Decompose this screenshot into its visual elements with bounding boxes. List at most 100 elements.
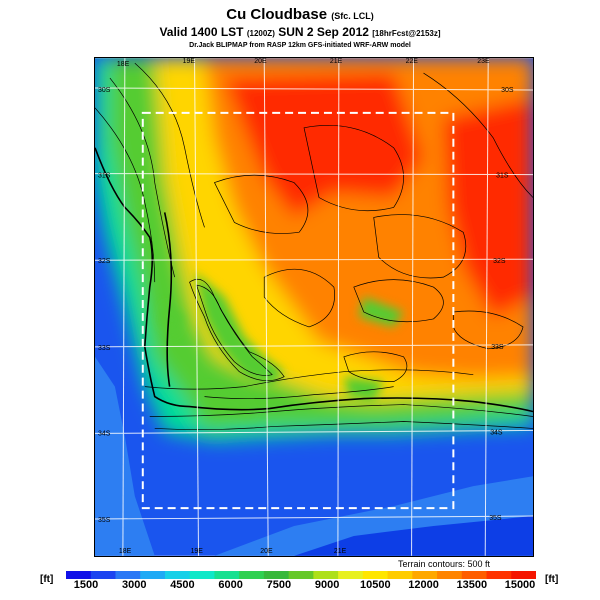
colorbar-label: 3000 (121, 579, 147, 591)
contour-line (95, 107, 156, 283)
meridian (263, 58, 269, 556)
valid-zulu: (1200Z) (246, 29, 275, 38)
meridian (194, 58, 200, 556)
lat-label: 34S (490, 429, 503, 436)
parallel (95, 344, 533, 348)
valid-time: Valid 1400 LST (1200Z) SUN 2 Sep 2012 [1… (0, 25, 600, 41)
lat-label: 34S (98, 430, 111, 437)
colorbar-swatch (115, 571, 141, 579)
lon-label: 21E (334, 548, 347, 555)
parallel (95, 429, 533, 434)
lat-label: 33S (98, 345, 111, 352)
colorbar-label: 10500 (360, 579, 391, 591)
contour-line (196, 284, 273, 376)
contour-line (134, 62, 205, 228)
lon-label: 20E (254, 58, 267, 65)
lat-label: 31S (98, 173, 111, 180)
title-block: Cu Cloudbase (Sfc. LCL) Valid 1400 LST (… (0, 6, 600, 51)
lat-label: 30S (98, 87, 111, 94)
contour-line (373, 214, 467, 279)
lat-label: 30S (501, 87, 514, 94)
lat-labels-left: 30S 31S 32S 33S 34S 35S (98, 87, 111, 524)
coastline-path (95, 147, 533, 413)
contour-line (144, 369, 474, 390)
terrain-contour-note: Terrain contours: 500 ft (398, 559, 491, 569)
land-cloudbase-field (95, 58, 533, 442)
colorbar-swatch (239, 571, 265, 579)
lat-label: 31S (496, 173, 509, 180)
lon-label: 18E (119, 548, 132, 555)
unit-label-left: [ft] (40, 574, 54, 585)
colorbar-swatch (140, 571, 166, 579)
lon-label: 21E (330, 58, 343, 65)
colorbar-label: 1500 (73, 579, 99, 591)
colorbar-swatch (164, 571, 191, 579)
colorbar-label: 4500 (170, 579, 195, 591)
cloudbase-map: 18E 19E 20E 21E 22E 23E 18E 19E 20E 21E … (94, 57, 534, 557)
model-domain-box (141, 111, 455, 510)
colorbar-swatch (263, 571, 290, 579)
colorbar-label: 6000 (218, 579, 243, 591)
colorbar-swatch (313, 571, 339, 579)
coastline (95, 147, 533, 413)
escarpment-line (163, 212, 173, 387)
contour-line (353, 279, 444, 323)
colorbar-label: 12000 (408, 579, 439, 591)
contour-line (423, 72, 533, 198)
meridian (122, 58, 126, 556)
terrain-contours (95, 62, 533, 430)
colorbar-swatch (66, 571, 92, 579)
colorbar-swatch (387, 571, 413, 579)
colorbar-swatch (486, 571, 512, 579)
parallel (95, 258, 533, 261)
parallel (95, 87, 533, 91)
colorbar-swatch (214, 571, 240, 579)
colorbar-swatch (461, 571, 488, 579)
colorbar-swatch (437, 571, 463, 579)
parallel (95, 515, 533, 520)
lat-label: 32S (493, 258, 506, 265)
title-main: Cu Cloudbase (226, 6, 328, 23)
deep-sea (294, 516, 533, 556)
lat-labels-right: 30S 31S 32S 33S 34S 35S (489, 87, 514, 522)
parallel (95, 173, 533, 176)
valid-date: SUN 2 Sep 2012 (278, 25, 369, 39)
lon-label: 23E (477, 58, 490, 65)
title-suffix: (Sfc. LCL) (331, 11, 374, 21)
map-title: Cu Cloudbase (Sfc. LCL) (0, 6, 600, 25)
unit-label-right: [ft] (545, 574, 559, 585)
colorbar-swatch (338, 571, 364, 579)
colorbar-swatch (362, 571, 389, 579)
contour-line (154, 421, 533, 430)
colorbar-label: 15000 (504, 579, 536, 591)
lat-label: 33S (491, 344, 504, 351)
lat-label: 35S (98, 517, 111, 524)
contour-line (204, 386, 394, 399)
lat-label: 32S (98, 258, 111, 265)
valid-prefix: Valid 1400 LST (159, 25, 244, 39)
contour-line (263, 268, 335, 328)
lon-label: 18E (117, 61, 130, 68)
colorbar-label: 9000 (314, 579, 340, 591)
valid-forecast: [18hrFcst@2153z] (372, 29, 441, 38)
lon-label: 20E (260, 548, 273, 555)
meridian (411, 58, 415, 556)
contour-line (109, 77, 175, 278)
credit-line: Dr.Jack BLIPMAP from RASP 12km GFS-initi… (189, 42, 411, 49)
colorbar-swatch (90, 571, 116, 579)
lon-label: 19E (183, 58, 196, 65)
colorbar-swatch (511, 571, 536, 579)
lon-label: 19E (191, 548, 204, 555)
meridian (484, 58, 489, 556)
lon-label: 22E (406, 58, 419, 65)
lat-lon-grid (95, 58, 533, 556)
contour-line (149, 404, 533, 417)
colorbar-swatch (288, 571, 314, 579)
contour-line (453, 310, 524, 350)
colorbar (66, 571, 536, 579)
contour-line (213, 174, 309, 234)
colorbar-swatch (189, 571, 215, 579)
colorbar-label: 7500 (266, 579, 292, 591)
lon-labels-top: 18E 19E 20E 21E 22E 23E (117, 58, 490, 68)
contour-line (343, 351, 408, 383)
